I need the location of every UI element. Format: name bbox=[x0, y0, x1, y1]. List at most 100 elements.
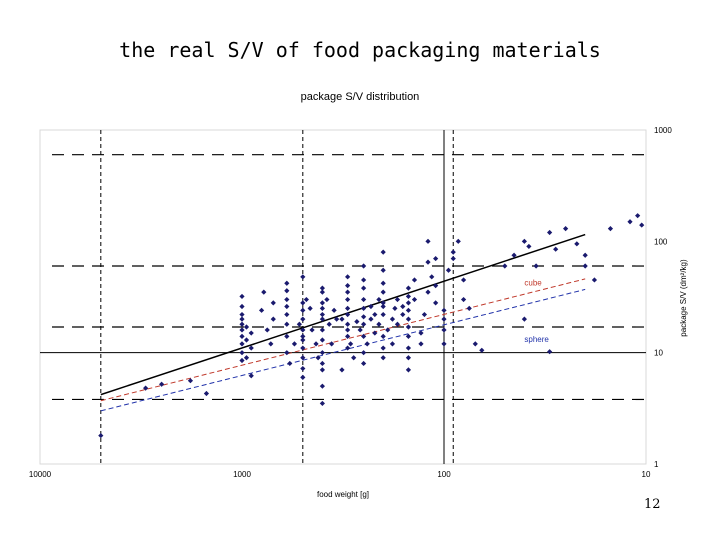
data-point bbox=[368, 303, 374, 310]
data-point bbox=[405, 333, 412, 339]
data-point bbox=[466, 305, 472, 311]
data-point bbox=[400, 311, 406, 318]
data-point bbox=[441, 307, 447, 313]
x-tick-label: 100 bbox=[437, 470, 451, 479]
data-point bbox=[389, 341, 396, 347]
page-number: 12 bbox=[644, 497, 661, 512]
data-point bbox=[364, 341, 370, 347]
data-point bbox=[270, 300, 276, 306]
data-point bbox=[380, 249, 386, 255]
data-point bbox=[380, 267, 386, 273]
data-point bbox=[248, 345, 254, 351]
data-point bbox=[553, 246, 559, 252]
x-tick-label: 1000 bbox=[233, 470, 251, 479]
data-point bbox=[405, 316, 412, 322]
data-point bbox=[239, 333, 245, 339]
data-point bbox=[309, 327, 315, 333]
data-point bbox=[326, 321, 332, 327]
data-point bbox=[394, 321, 401, 327]
data-point bbox=[300, 355, 306, 361]
slide-title: the real S/V of food packaging materials bbox=[119, 38, 601, 62]
data-point bbox=[300, 274, 306, 280]
data-point bbox=[361, 285, 367, 291]
data-point bbox=[441, 316, 447, 322]
data-point bbox=[639, 222, 645, 228]
data-point bbox=[445, 267, 452, 273]
data-point bbox=[574, 241, 580, 247]
data-point bbox=[331, 307, 337, 313]
data-point bbox=[239, 341, 245, 347]
data-point bbox=[284, 311, 290, 318]
data-point bbox=[376, 296, 382, 303]
data-point bbox=[143, 385, 149, 391]
data-point bbox=[319, 289, 325, 295]
data-point bbox=[405, 324, 412, 330]
data-point bbox=[455, 238, 461, 244]
data-point bbox=[394, 296, 401, 303]
data-point bbox=[300, 327, 306, 333]
data-point bbox=[345, 333, 351, 339]
data-point bbox=[203, 390, 210, 397]
data-point bbox=[345, 345, 351, 351]
data-point bbox=[319, 316, 325, 322]
x-tick-labels: 10000 1000 100 10 bbox=[29, 470, 651, 479]
data-point bbox=[319, 305, 325, 311]
data-point bbox=[300, 307, 306, 313]
data-point bbox=[239, 311, 245, 318]
data-point bbox=[268, 341, 274, 347]
data-point bbox=[361, 333, 367, 339]
data-point bbox=[319, 367, 325, 373]
data-point bbox=[380, 345, 386, 351]
data-point bbox=[425, 259, 431, 265]
data-point bbox=[319, 383, 325, 389]
data-point bbox=[472, 341, 478, 347]
data-point bbox=[392, 305, 398, 311]
data-point bbox=[300, 333, 306, 339]
data-point bbox=[319, 400, 325, 407]
data-point bbox=[433, 283, 439, 289]
data-point bbox=[284, 321, 290, 327]
data-point bbox=[441, 341, 447, 347]
data-point bbox=[418, 341, 424, 347]
trend-line bbox=[100, 233, 586, 396]
data-point bbox=[425, 289, 431, 295]
data-point bbox=[361, 321, 367, 327]
data-point bbox=[361, 296, 367, 303]
data-point bbox=[345, 274, 351, 280]
data-point bbox=[319, 300, 325, 306]
data-point bbox=[243, 337, 250, 343]
data-point bbox=[239, 316, 245, 322]
data-point bbox=[239, 321, 245, 327]
data-point bbox=[187, 378, 194, 384]
data-point bbox=[239, 303, 245, 310]
data-point bbox=[345, 321, 351, 327]
data-point bbox=[418, 330, 424, 336]
data-point bbox=[421, 311, 428, 318]
data-point bbox=[324, 296, 330, 303]
data-point bbox=[511, 252, 517, 258]
data-point bbox=[405, 300, 412, 306]
reference-lines bbox=[40, 130, 646, 464]
data-point bbox=[368, 316, 374, 322]
data-point bbox=[345, 283, 351, 289]
data-point bbox=[521, 316, 527, 322]
sphere-line bbox=[100, 288, 586, 412]
data-point bbox=[329, 341, 335, 347]
data-point bbox=[345, 305, 351, 311]
data-point bbox=[345, 327, 351, 333]
data-point bbox=[400, 303, 406, 310]
data-point bbox=[313, 341, 319, 347]
data-point bbox=[563, 226, 569, 232]
data-point bbox=[319, 327, 325, 333]
sphere-label: sphere bbox=[524, 335, 549, 344]
data-point bbox=[429, 274, 435, 280]
data-point bbox=[334, 316, 340, 322]
data-point bbox=[433, 300, 439, 306]
data-point bbox=[405, 367, 412, 373]
data-point bbox=[591, 277, 598, 283]
data-point bbox=[159, 381, 165, 387]
data-point bbox=[300, 374, 306, 380]
data-point bbox=[300, 345, 306, 351]
data-point bbox=[450, 255, 456, 262]
data-point bbox=[361, 314, 367, 320]
